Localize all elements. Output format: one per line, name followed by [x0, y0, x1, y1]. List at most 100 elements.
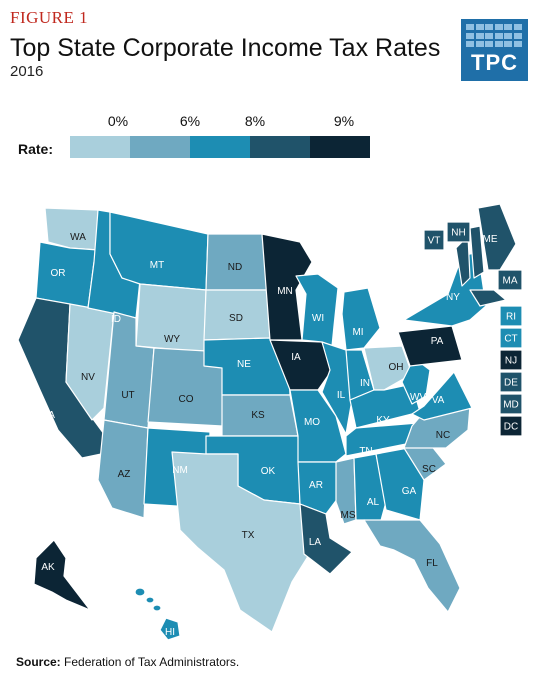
hawaii-island: [145, 596, 155, 604]
state-mt: [109, 211, 209, 291]
state-label-ct: CT: [504, 334, 517, 345]
logo-block: [466, 32, 474, 39]
state-wa: [44, 207, 99, 251]
logo-block: [494, 32, 503, 39]
state-label-nj: NJ: [505, 356, 517, 367]
state-label-mo: MO: [304, 417, 320, 428]
state-label-wi: WI: [312, 313, 324, 324]
state-label-pa: PA: [431, 336, 444, 347]
logo-block: [475, 41, 484, 47]
logo-block: [513, 24, 522, 30]
hawaii-island: [134, 587, 146, 597]
legend-title: Rate:: [18, 141, 54, 157]
state-label-nc: NC: [436, 430, 450, 441]
state-tx: [171, 451, 313, 633]
state-ak: [33, 539, 91, 611]
state-hi: [159, 617, 181, 641]
state-label-in: IN: [360, 378, 370, 389]
state-fl: [363, 519, 461, 613]
legend-tick: 8%: [244, 113, 266, 129]
state-label-nv: NV: [81, 372, 95, 383]
state-label-ok: OK: [261, 466, 276, 477]
state-ar: [297, 461, 345, 515]
state-label-ny: NY: [446, 292, 460, 303]
state-label-tn: TN: [359, 446, 372, 457]
map-subtitle: 2016: [10, 63, 44, 80]
state-label-co: CO: [179, 394, 194, 405]
tpc-logo: TPC: [461, 19, 528, 81]
state-label-nm: NM: [172, 465, 188, 476]
logo-block: [494, 24, 503, 30]
legend-tick: 9%: [333, 113, 355, 129]
state-label-ak: AK: [41, 562, 55, 573]
logo-block: [504, 41, 512, 47]
state-label-fl: FL: [426, 558, 438, 569]
state-nh: [469, 225, 485, 279]
us-state-map: WA OR CA NV ID MT WY UT CO AZ NM ND SD NE KS OK TX MN IA MO…: [17, 203, 523, 641]
logo-block: [513, 32, 522, 39]
state-label-ma: MA: [503, 276, 518, 287]
state-label-ks: KS: [251, 410, 265, 421]
state-me: [477, 203, 517, 271]
state-label-ne: NE: [237, 359, 251, 370]
logo-block: [475, 24, 484, 30]
logo-block: [494, 41, 503, 47]
state-label-wa: WA: [70, 232, 86, 243]
state-label-wv: WV: [410, 392, 426, 403]
logo-block: [466, 24, 474, 30]
state-label-md: MD: [503, 400, 519, 411]
map-title: Top State Corporate Income Tax Rates: [10, 34, 441, 62]
state-label-de: DE: [504, 378, 518, 389]
state-va: [411, 371, 473, 421]
state-label-nd: ND: [228, 262, 242, 273]
state-label-sc: SC: [422, 464, 436, 475]
callout-box-nh: [446, 221, 471, 243]
state-label-sd: SD: [229, 313, 243, 324]
state-wi: [295, 273, 339, 347]
logo-block: [466, 41, 474, 47]
state-label-or: OR: [51, 268, 66, 279]
state-label-tx: TX: [242, 530, 255, 541]
state-label-id: ID: [111, 314, 121, 325]
callout-box-vt: [423, 229, 445, 251]
logo-grid-icon: [466, 24, 523, 52]
callout-box-de: [499, 371, 523, 393]
state-label-va: VA: [432, 395, 445, 406]
hawaii-island: [152, 604, 162, 612]
state-label-mt: MT: [150, 260, 164, 271]
logo-block: [485, 32, 493, 39]
state-label-me: ME: [483, 234, 498, 245]
legend-tick: 0%: [107, 113, 129, 129]
source-label: Source:: [16, 655, 61, 669]
figure-label: FIGURE 1: [10, 8, 89, 27]
state-label-il: IL: [337, 390, 346, 401]
legend-swatch: [70, 136, 130, 158]
logo-block: [513, 41, 522, 47]
callout-box-ct: [499, 327, 523, 349]
logo-block: [475, 32, 484, 39]
legend-swatch: [250, 136, 310, 158]
state-label-vt: VT: [428, 236, 441, 247]
state-label-ga: GA: [402, 486, 417, 497]
callout-box-ma: [497, 269, 523, 291]
state-label-ca: CA: [41, 410, 55, 421]
state-ma: [469, 289, 507, 307]
state-label-al: AL: [367, 497, 380, 508]
source-note: Source: Federation of Tax Administrators…: [16, 655, 239, 669]
callout-box-md: [499, 393, 523, 415]
state-label-az: AZ: [118, 469, 131, 480]
logo-block: [504, 32, 512, 39]
state-ga: [375, 447, 425, 521]
state-label-oh: OH: [389, 362, 404, 373]
state-label-ia: IA: [291, 352, 301, 363]
state-label-mn: MN: [277, 286, 293, 297]
logo-block: [504, 24, 512, 30]
state-label-wy: WY: [164, 334, 180, 345]
callout-box-dc: [499, 415, 523, 437]
logo-text: TPC: [471, 50, 518, 75]
state-oh: [363, 345, 413, 391]
legend-swatch: [310, 136, 370, 158]
callout-box-ri: [499, 305, 523, 327]
state-ms: [335, 457, 357, 525]
